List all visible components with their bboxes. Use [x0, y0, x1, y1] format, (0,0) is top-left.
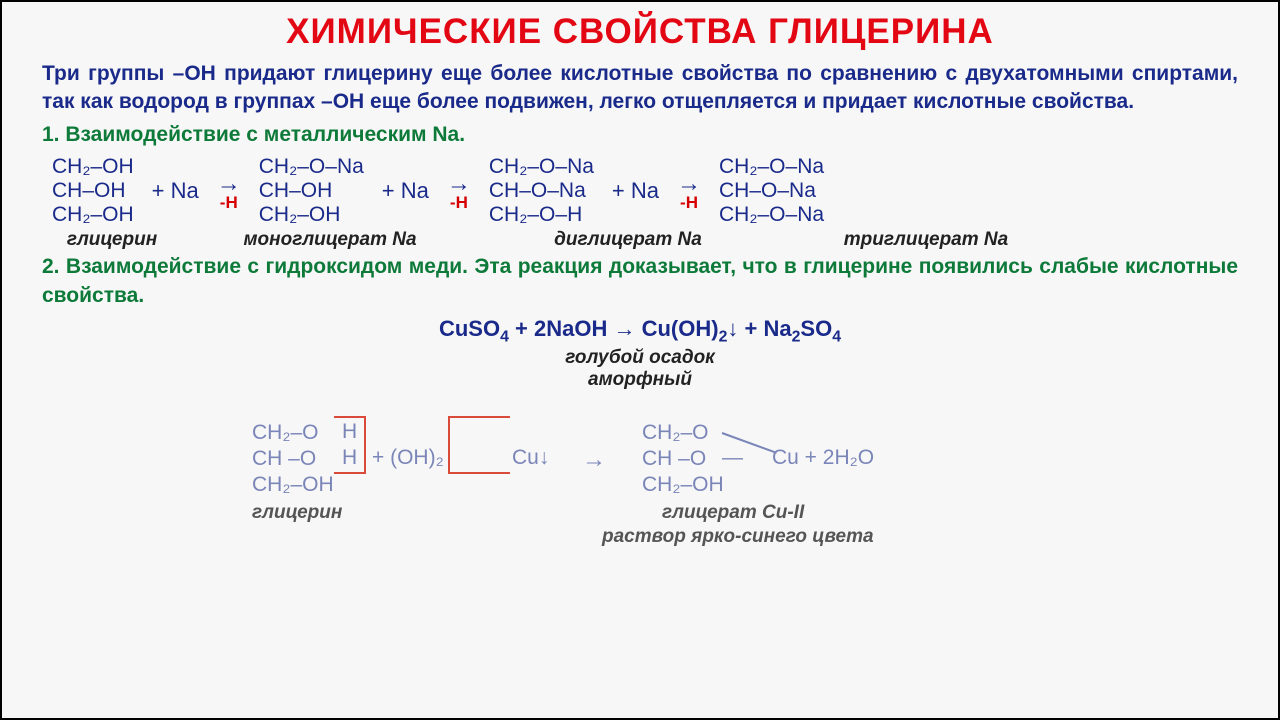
formula-line: CH–O–Na	[489, 179, 594, 203]
formula-line: CH₂–O	[252, 420, 319, 446]
equation-label: аморфный	[42, 369, 1238, 392]
formula-line: CH₂–OH	[52, 155, 134, 179]
reaction-1: CH₂–OH CH–OH CH₂–OH + Na → -H CH₂–O–Na C…	[52, 155, 1238, 227]
intro-paragraph: Три группы –ОН придают глицерину еще бол…	[42, 60, 1238, 117]
arrow-icon: →	[582, 446, 606, 474]
molecule-label: диглицерат Na	[488, 229, 768, 251]
formula-line: CH₂–O–Na	[259, 155, 364, 179]
plus-na: + Na	[152, 178, 199, 204]
plus-na: + Na	[612, 178, 659, 204]
minus-h-label: -H	[680, 194, 698, 211]
minus-h-label: -H	[220, 194, 238, 211]
reaction-arrow: → -H	[677, 172, 701, 211]
molecule-label: глицерин	[252, 502, 342, 524]
formula-line: CH₂–O	[642, 420, 709, 446]
section-2-heading: 2. Взаимодействие с гидроксидом меди. Эт…	[42, 253, 1238, 310]
formula-line: CH –O	[252, 446, 316, 472]
molecule-label: триглицерат Na	[786, 229, 1066, 251]
formula-plus-oh: + (OH)₂	[372, 446, 444, 470]
molecule-label: глицерат Cu-II	[662, 502, 804, 524]
reaction-2: CH₂–O CH –O CH₂–OH H H + (OH)₂ Cu↓ → CH₂…	[42, 410, 1238, 590]
bond-dash: —	[722, 446, 743, 470]
formula-cu: Cu↓	[512, 446, 549, 470]
formula-line: CH–OH	[52, 179, 134, 203]
formula-line: CH–O–Na	[719, 179, 824, 203]
page-title: ХИМИЧЕСКИЕ СВОЙСТВА ГЛИЦЕРИНА	[42, 12, 1238, 52]
molecule-triglycerate: CH₂–O–Na CH–O–Na CH₂–O–Na	[719, 155, 824, 227]
formula-line: CH₂–O–Na	[719, 155, 824, 179]
formula-line: CH₂–O–Na	[719, 203, 824, 227]
formula-line: CH–OH	[259, 179, 364, 203]
formula-line: CH₂–OH	[642, 472, 724, 498]
section-1-heading: 1. Взаимодействие с металлическим Na.	[42, 121, 1238, 149]
molecule-label: глицерин	[52, 229, 172, 251]
formula-line: CH₂–OH	[52, 203, 134, 227]
plus-na: + Na	[382, 178, 429, 204]
reaction-arrow: → -H	[217, 172, 241, 211]
formula-line: CH₂–O–H	[489, 203, 594, 227]
formula-cu-product: Cu + 2H₂O	[772, 446, 874, 470]
reaction-arrow: → -H	[447, 172, 471, 211]
minus-h-label: -H	[450, 194, 468, 211]
molecule-glycerin: CH₂–OH CH–OH CH₂–OH	[52, 155, 134, 227]
molecule-label: раствор ярко-синего цвета	[602, 526, 874, 548]
molecule-label: моноглицерат Na	[190, 229, 470, 251]
formula-line: CH₂–OH	[259, 203, 364, 227]
molecule-diglycerate: CH₂–O–Na CH–O–Na CH₂–O–H	[489, 155, 594, 227]
molecule-monoglycerate: CH₂–O–Na CH–OH CH₂–OH	[259, 155, 364, 227]
equation-cuso4: CuSO4 + 2NaOH → Cu(OH)2↓ + Na2SO4	[42, 316, 1238, 346]
reaction-1-labels: глицерин моноглицерат Na диглицерат Na т…	[52, 229, 1238, 251]
formula-line: CH₂–O–Na	[489, 155, 594, 179]
formula-line: CH –O	[642, 446, 706, 472]
equation-label: голубой осадок	[42, 347, 1238, 370]
annotation-line	[334, 444, 366, 474]
formula-line: CH₂–OH	[252, 472, 334, 498]
annotation-line	[448, 444, 510, 474]
